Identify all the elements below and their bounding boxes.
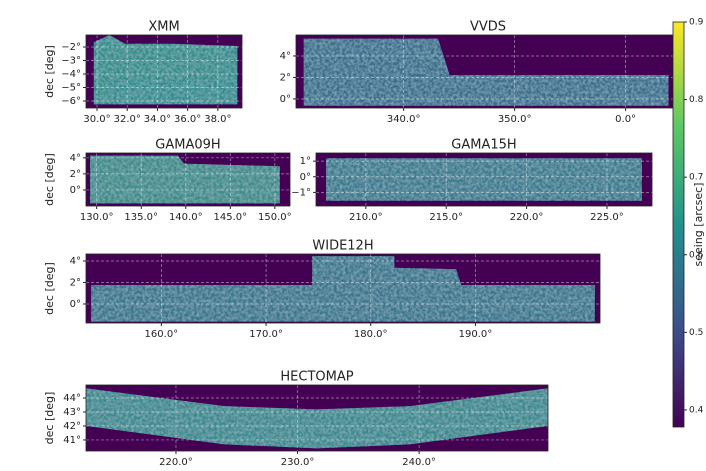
y-tick-label: −2° — [61, 42, 81, 53]
x-tick-label: 215.0° — [429, 212, 463, 223]
y-tick-label: 4° — [70, 153, 81, 164]
survey-footprint — [91, 256, 595, 322]
axes-frame — [315, 152, 653, 207]
y-tick-label: 44° — [63, 393, 81, 404]
panel-title: HECTOMAP — [280, 370, 353, 385]
colorbar-label: seeing [arcsec] — [692, 183, 705, 267]
y-axis-label: dec [deg] — [43, 45, 56, 98]
colorbar-tick-label: 0.8 — [689, 95, 704, 105]
survey-footprint — [86, 388, 548, 449]
y-tick-label: −5° — [61, 82, 81, 93]
x-tick-label: 350.0° — [498, 114, 532, 125]
y-tick-label: 4° — [280, 51, 291, 62]
panel-title: GAMA15H — [451, 138, 516, 153]
colorbar-tick-label: 0.6 — [689, 250, 704, 260]
y-tick-label: 42° — [63, 421, 81, 432]
x-tick-label: 340.0° — [387, 114, 421, 125]
survey-footprint — [303, 38, 669, 106]
y-tick-label: −1° — [291, 187, 311, 198]
y-tick-label: 0° — [70, 185, 81, 196]
x-tick-label: 32.0° — [114, 114, 141, 125]
y-tick-label: 0° — [280, 94, 291, 105]
x-tick-label: 220.0° — [159, 457, 193, 468]
colorbar — [672, 21, 685, 428]
y-axis-label: dec [deg] — [43, 392, 56, 445]
axes-frame — [85, 384, 549, 452]
x-tick-label: 145.0° — [213, 212, 247, 223]
colorbar-tick-label: 0.4 — [689, 405, 704, 415]
y-tick-label: 2° — [280, 72, 291, 83]
survey-footprint — [90, 155, 280, 204]
x-tick-label: 240.0° — [402, 457, 436, 468]
axes-frame — [85, 253, 601, 324]
x-tick-label: 38.0° — [204, 114, 231, 125]
y-tick-label: 43° — [63, 407, 81, 418]
x-tick-label: 135.0° — [124, 212, 158, 223]
x-tick-label: 140.0° — [169, 212, 203, 223]
y-tick-label: 2° — [70, 169, 81, 180]
y-tick-label: 2° — [70, 277, 81, 288]
y-tick-label: 1° — [300, 156, 311, 167]
panel-title: WIDE12H — [312, 239, 373, 254]
axes-frame — [85, 34, 243, 109]
colorbar-tick-label: 0.5 — [689, 328, 703, 338]
x-tick-label: 225.0° — [590, 212, 624, 223]
y-tick-label: −6° — [61, 96, 81, 107]
colorbar-tick-label: 0.9 — [689, 18, 704, 28]
x-tick-label: 230.0° — [281, 457, 315, 468]
y-tick-label: 0° — [300, 172, 311, 183]
x-tick-label: 180.0° — [354, 329, 388, 340]
x-tick-label: 130.0° — [80, 212, 114, 223]
x-tick-label: 170.0° — [249, 329, 283, 340]
panel-title: VVDS — [470, 20, 506, 35]
y-tick-label: 0° — [70, 299, 81, 310]
y-tick-label: 41° — [63, 435, 81, 446]
y-axis-label: dec [deg] — [43, 262, 56, 315]
y-tick-label: 4° — [70, 256, 81, 267]
x-tick-label: 0.0° — [615, 114, 636, 125]
x-tick-label: 150.0° — [258, 212, 292, 223]
colorbar-tick-label: 0.7 — [689, 173, 703, 183]
survey-footprint — [326, 158, 642, 201]
x-tick-label: 190.0° — [459, 329, 493, 340]
x-tick-label: 34.0° — [144, 114, 171, 125]
x-tick-label: 30.0° — [83, 114, 110, 125]
y-tick-label: −3° — [61, 56, 81, 67]
survey-footprint — [93, 35, 238, 105]
x-tick-label: 220.0° — [510, 212, 544, 223]
y-tick-label: −4° — [61, 69, 81, 80]
x-tick-label: 210.0° — [349, 212, 383, 223]
x-tick-label: 160.0° — [145, 329, 179, 340]
y-axis-label: dec [deg] — [43, 153, 56, 206]
panel-title: GAMA09H — [155, 138, 220, 153]
x-tick-label: 36.0° — [174, 114, 201, 125]
panel-title: XMM — [148, 20, 179, 35]
axes-frame — [85, 152, 291, 207]
